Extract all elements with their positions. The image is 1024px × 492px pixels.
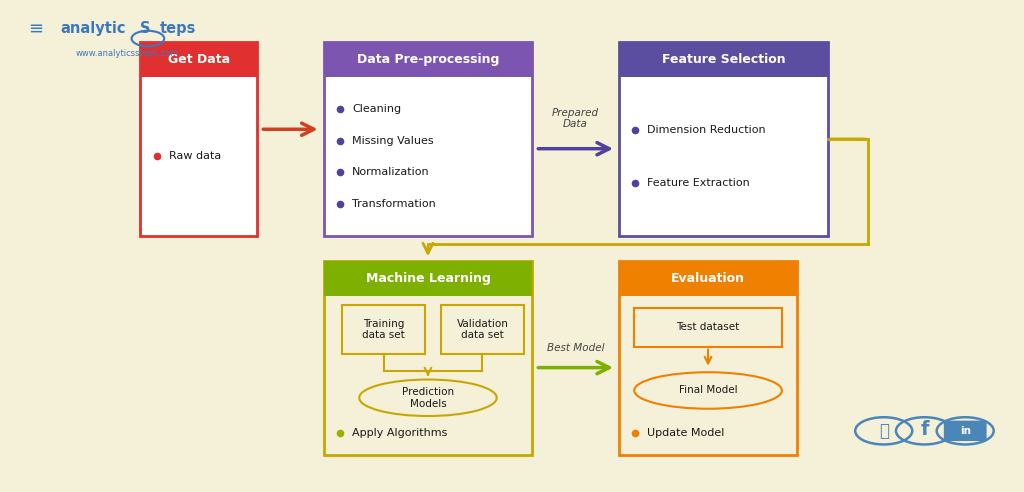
FancyBboxPatch shape bbox=[944, 421, 986, 441]
Text: Apply Algorithms: Apply Algorithms bbox=[352, 428, 447, 438]
FancyBboxPatch shape bbox=[324, 261, 532, 455]
Text: Feature Extraction: Feature Extraction bbox=[647, 178, 751, 188]
Text: Evaluation: Evaluation bbox=[671, 272, 745, 284]
Text: Prediction
Models: Prediction Models bbox=[401, 387, 454, 408]
FancyBboxPatch shape bbox=[140, 42, 257, 77]
Text: Normalization: Normalization bbox=[352, 167, 430, 178]
FancyBboxPatch shape bbox=[140, 42, 257, 236]
Text: Feature Selection: Feature Selection bbox=[662, 53, 785, 66]
Text: Missing Values: Missing Values bbox=[352, 135, 434, 146]
FancyBboxPatch shape bbox=[634, 308, 782, 347]
Text: Cleaning: Cleaning bbox=[352, 104, 401, 114]
Ellipse shape bbox=[634, 372, 782, 409]
FancyBboxPatch shape bbox=[618, 261, 797, 296]
Text: Training
data set: Training data set bbox=[362, 319, 406, 340]
Text: teps: teps bbox=[160, 21, 196, 36]
Text: Machine Learning: Machine Learning bbox=[366, 272, 490, 284]
Text: Transformation: Transformation bbox=[352, 199, 436, 210]
FancyBboxPatch shape bbox=[342, 306, 425, 354]
Text: Best Model: Best Model bbox=[547, 343, 604, 353]
FancyBboxPatch shape bbox=[324, 261, 532, 296]
FancyBboxPatch shape bbox=[440, 306, 524, 354]
Text: Data Pre-processing: Data Pre-processing bbox=[356, 53, 499, 66]
Text: ≡: ≡ bbox=[29, 20, 43, 38]
FancyBboxPatch shape bbox=[324, 42, 532, 236]
Text: analytic: analytic bbox=[60, 21, 126, 36]
Text: f: f bbox=[921, 420, 929, 439]
FancyBboxPatch shape bbox=[618, 261, 797, 455]
FancyBboxPatch shape bbox=[324, 42, 532, 77]
Text: in: in bbox=[959, 426, 971, 436]
Text: 🐦: 🐦 bbox=[879, 422, 889, 440]
Text: www.analyticssteps.com: www.analyticssteps.com bbox=[76, 49, 179, 58]
FancyBboxPatch shape bbox=[618, 42, 827, 236]
Text: Raw data: Raw data bbox=[169, 152, 221, 161]
Text: Test dataset: Test dataset bbox=[677, 322, 739, 332]
Text: Final Model: Final Model bbox=[679, 385, 737, 396]
Text: Get Data: Get Data bbox=[168, 53, 230, 66]
Text: Dimension Reduction: Dimension Reduction bbox=[647, 125, 766, 135]
Text: Update Model: Update Model bbox=[647, 428, 725, 438]
Text: Prepared
Data: Prepared Data bbox=[552, 108, 599, 129]
Text: S: S bbox=[140, 21, 151, 36]
FancyBboxPatch shape bbox=[618, 42, 827, 77]
Text: Validation
data set: Validation data set bbox=[457, 319, 508, 340]
Ellipse shape bbox=[359, 379, 497, 416]
